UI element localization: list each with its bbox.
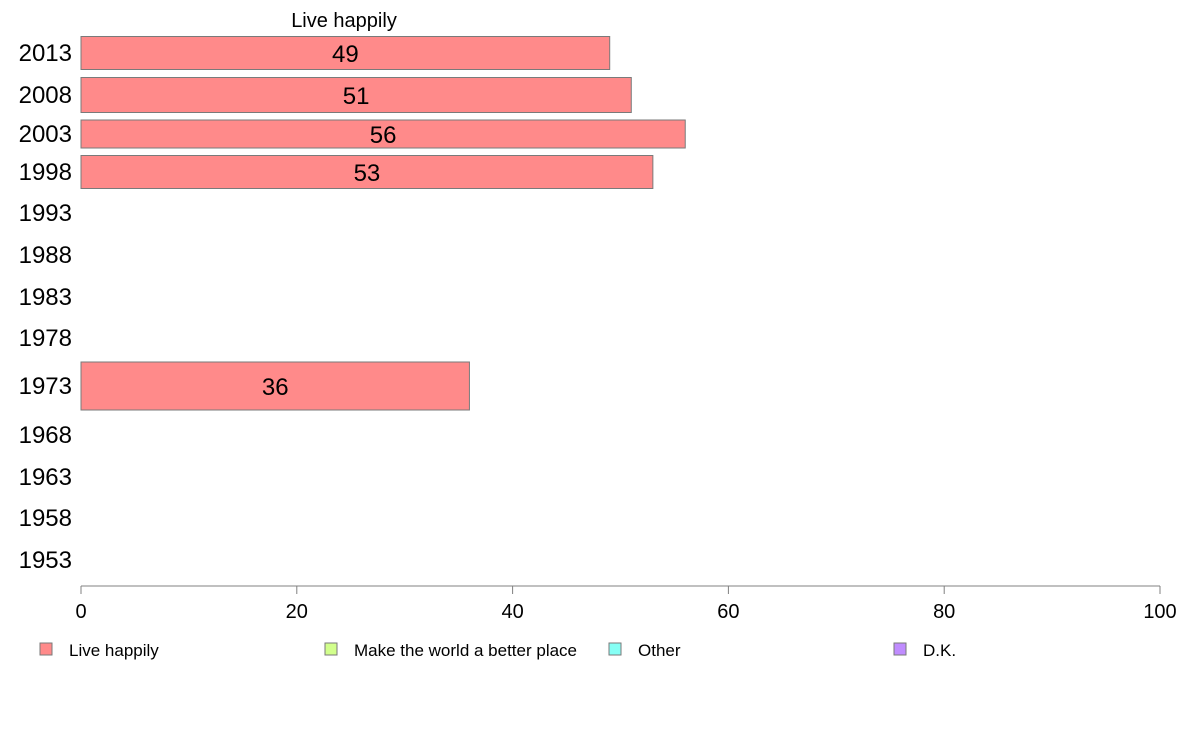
y-tick-label: 1978 — [19, 325, 72, 352]
bar-value-label: 36 — [262, 374, 289, 401]
legend-label: D.K. — [923, 641, 956, 660]
legend-label: Make the world a better place — [354, 641, 577, 660]
legend-label: Live happily — [69, 641, 159, 660]
legend-swatch — [324, 642, 338, 656]
y-tick-label: 1953 — [19, 547, 72, 574]
bar-value-label: 56 — [370, 122, 397, 149]
x-tick-label: 80 — [933, 601, 955, 623]
y-axis-labels: 2013 2008 2003 1998 1993 1988 1983 1978 1973 1968… — [19, 40, 72, 574]
x-axis: 0 20 40 60 80 100 — [75, 585, 1177, 623]
bar-value-label: 53 — [354, 160, 381, 187]
x-tick-label: 20 — [286, 601, 308, 623]
y-tick-label: 1998 — [19, 159, 72, 186]
x-tick-label: 100 — [1143, 601, 1176, 623]
legend: Live happily Make the world a better plac… — [39, 641, 956, 660]
legend-swatch — [893, 642, 907, 656]
y-tick-label: 2008 — [19, 82, 72, 109]
bar-value-label: 49 — [332, 41, 359, 68]
bar — [80, 361, 470, 411]
chart-title: Live happily — [291, 10, 397, 32]
y-tick-label: 1988 — [19, 242, 72, 269]
bar — [80, 77, 632, 113]
x-tick-label: 0 — [75, 601, 86, 623]
x-tick-label: 60 — [717, 601, 739, 623]
bar — [80, 36, 611, 70]
bar-value-label: 51 — [343, 83, 370, 110]
legend-swatch — [39, 642, 53, 656]
x-tick-label: 40 — [501, 601, 523, 623]
y-tick-label: 1973 — [19, 373, 72, 400]
bar — [80, 155, 654, 189]
legend-swatch — [608, 642, 622, 656]
y-tick-label: 1983 — [19, 284, 72, 311]
y-tick-label: 1993 — [19, 200, 72, 227]
y-tick-label: 2013 — [19, 40, 72, 67]
y-tick-label: 1968 — [19, 422, 72, 449]
y-tick-label: 1963 — [19, 464, 72, 491]
legend-label: Other — [638, 641, 681, 660]
bar — [80, 119, 686, 149]
y-tick-label: 1958 — [19, 505, 72, 532]
y-tick-label: 2003 — [19, 121, 72, 148]
